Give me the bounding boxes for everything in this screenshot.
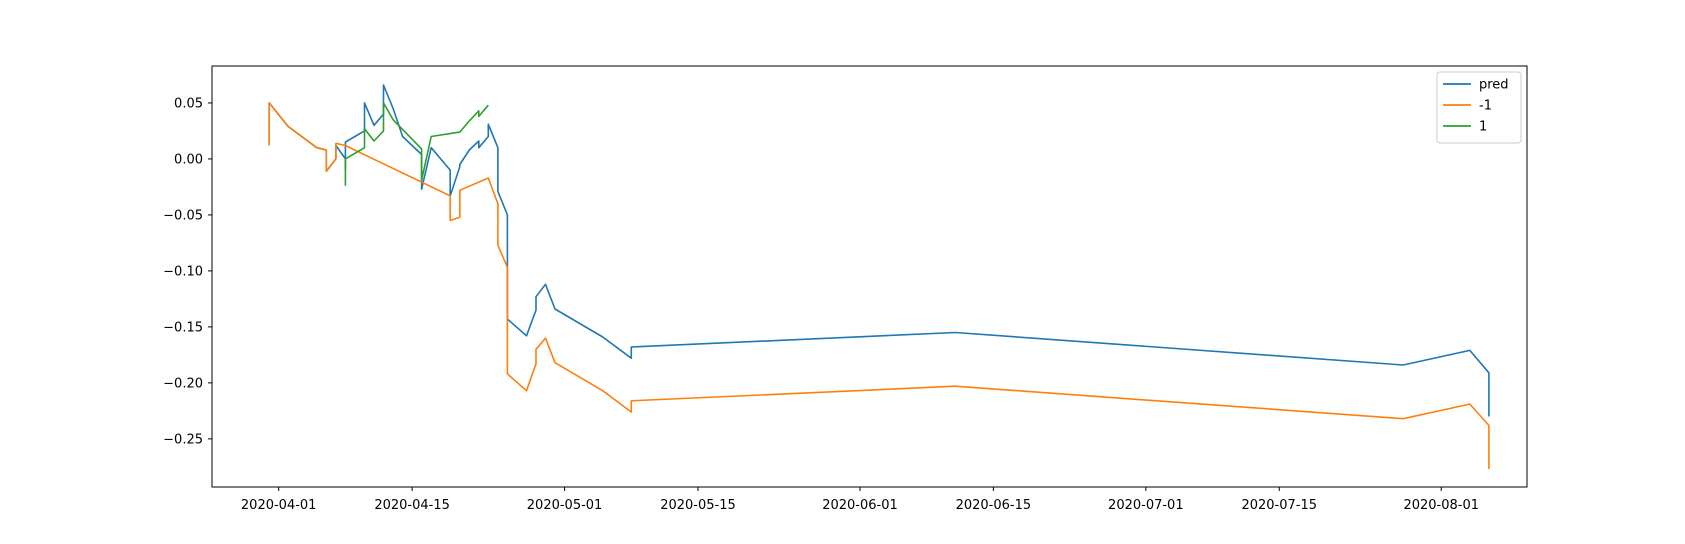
y-tick-label: −0.10 xyxy=(163,264,203,279)
x-tick-label: 2020-05-15 xyxy=(660,498,736,513)
x-tick-label: 2020-05-01 xyxy=(527,498,603,513)
y-tick-label: −0.25 xyxy=(163,432,203,447)
y-tick-label: 0.05 xyxy=(174,96,203,111)
series-line-0 xyxy=(268,84,1490,417)
legend-label: -1 xyxy=(1479,99,1492,114)
series-line-1 xyxy=(268,102,1490,470)
x-axis: 2020-04-01 2020-04-15 2020-05-01 2020-05-15… xyxy=(241,487,1479,513)
legend-label: 1 xyxy=(1479,120,1487,135)
y-tick-label: 0.00 xyxy=(174,152,203,167)
x-tick-label: 2020-07-01 xyxy=(1108,498,1184,513)
x-tick-label: 2020-08-01 xyxy=(1403,498,1479,513)
plot-frame xyxy=(211,65,1528,488)
x-tick-label: 2020-07-15 xyxy=(1241,498,1317,513)
y-tick-label: −0.15 xyxy=(163,320,203,335)
x-tick-label: 2020-04-15 xyxy=(374,498,450,513)
y-tick-label: −0.05 xyxy=(163,208,203,223)
legend-label: pred xyxy=(1479,78,1509,93)
legend: pred -1 1 xyxy=(1436,71,1522,144)
x-tick-label: 2020-06-01 xyxy=(822,498,898,513)
y-tick-label: −0.20 xyxy=(163,376,203,391)
x-tick-label: 2020-06-15 xyxy=(956,498,1032,513)
series-line-2 xyxy=(344,102,489,186)
x-tick-label: 2020-04-01 xyxy=(241,498,317,513)
series-layer xyxy=(268,84,1490,470)
y-axis: 0.05 0.00 −0.05 −0.10 −0.15 −0.20 −0.25 xyxy=(163,96,212,447)
